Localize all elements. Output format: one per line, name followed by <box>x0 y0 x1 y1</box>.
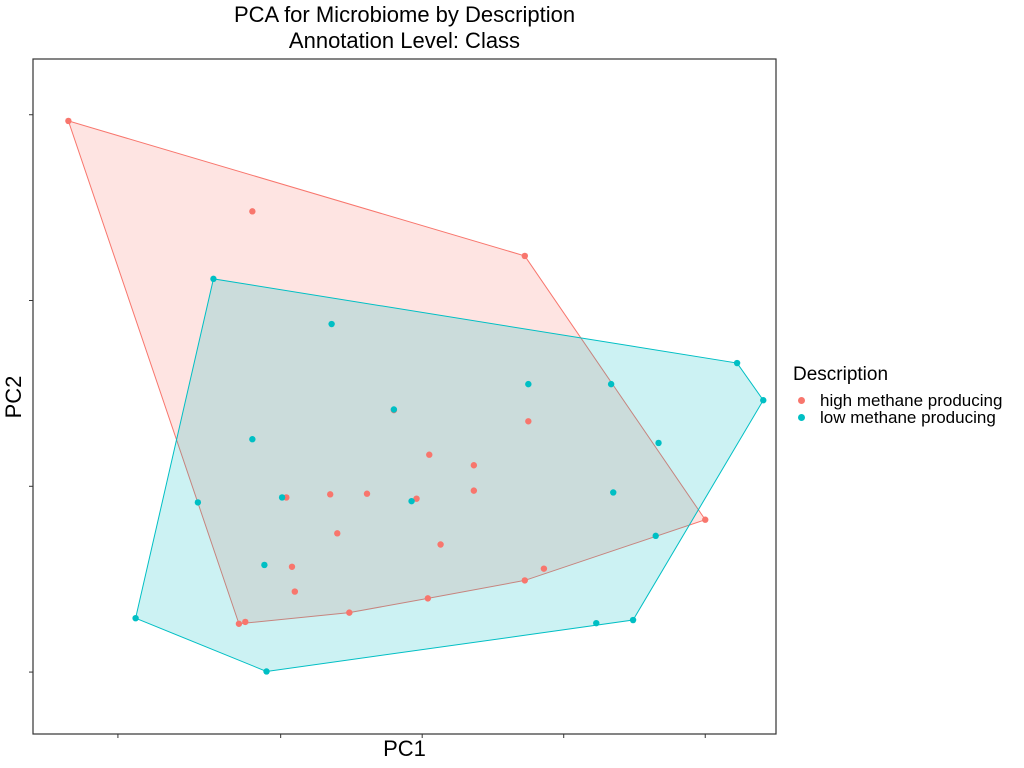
point-series-1-8 <box>655 439 662 447</box>
point-series-0-13 <box>334 530 341 537</box>
point-series-1-15 <box>132 614 139 622</box>
point-series-1-0 <box>210 275 217 283</box>
legend-item-low: low methane producing <box>793 407 1002 427</box>
panel-border <box>32 58 777 735</box>
point-series-0-0 <box>65 117 72 125</box>
point-series-1-1 <box>328 320 335 328</box>
legend-key-low <box>793 409 810 426</box>
point-series-0-12 <box>413 495 420 502</box>
point-series-1-9 <box>610 489 617 496</box>
point-series-1-11 <box>194 499 202 506</box>
point-series-0-10 <box>327 491 334 498</box>
legend: Description high methane producing low m… <box>793 364 1003 427</box>
axis-ticks <box>29 114 706 738</box>
point-series-1-17 <box>593 619 600 627</box>
point-series-0-7 <box>426 451 433 458</box>
point-series-0-3 <box>702 516 709 523</box>
point-series-1-12 <box>408 497 415 505</box>
point-series-0-21 <box>242 618 249 626</box>
legend-title: Description <box>793 364 889 385</box>
point-series-0-16 <box>540 565 548 572</box>
point-series-1-18 <box>263 668 270 675</box>
point-series-0-15 <box>288 563 296 570</box>
point-layer <box>65 117 767 675</box>
point-series-1-2 <box>733 359 741 367</box>
point-series-1-3 <box>760 397 767 404</box>
point-series-1-7 <box>249 436 256 443</box>
point-series-1-6 <box>607 380 615 388</box>
x-axis-label: PC1 <box>383 736 426 761</box>
point-series-1-13 <box>652 532 659 540</box>
chart-title-line-1: PCA for Microbiome by Description <box>233 2 576 27</box>
hull-layer <box>67 120 764 672</box>
legend-label-low: low methane producing <box>820 407 996 427</box>
point-series-0-18 <box>291 588 299 595</box>
hull-series-0 <box>67 120 707 625</box>
point-series-0-14 <box>437 541 444 548</box>
hull-series-1 <box>135 278 764 672</box>
point-series-0-1 <box>249 208 256 215</box>
point-series-1-16 <box>629 616 637 624</box>
point-series-0-20 <box>346 609 353 616</box>
point-series-0-6 <box>470 462 478 469</box>
point-series-0-19 <box>424 595 432 602</box>
point-series-1-10 <box>278 494 286 501</box>
legend-key-high <box>793 392 810 409</box>
legend-item-high: high methane producing <box>793 390 1003 410</box>
point-series-1-14 <box>261 561 268 569</box>
point-series-0-4 <box>525 418 532 425</box>
legend-label-high: high methane producing <box>820 390 1003 410</box>
point-series-0-9 <box>363 490 371 497</box>
point-series-1-5 <box>525 380 532 388</box>
y-axis-label: PC2 <box>1 375 26 419</box>
point-series-0-17 <box>521 577 528 584</box>
point-series-0-2 <box>521 252 528 260</box>
point-series-1-4 <box>390 406 398 413</box>
chart-title-line-2: Annotation Level: Class <box>288 28 521 53</box>
point-series-0-8 <box>470 487 478 494</box>
point-series-0-22 <box>235 620 243 627</box>
